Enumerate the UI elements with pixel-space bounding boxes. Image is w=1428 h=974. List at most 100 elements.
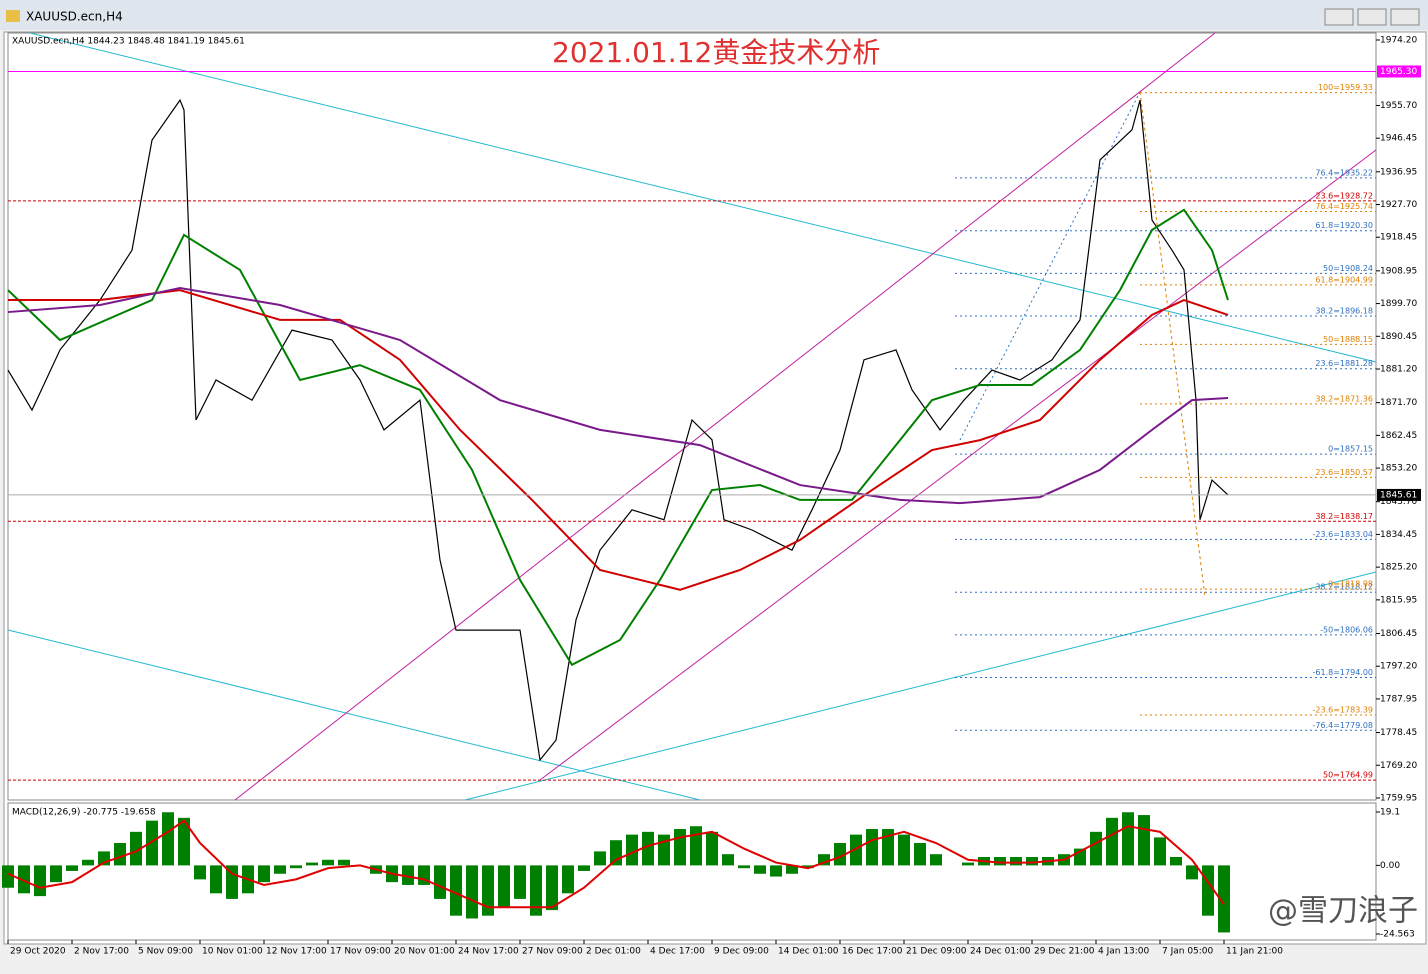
main-panel bbox=[7, 32, 1377, 801]
y-tick-label: 1769.20 bbox=[1380, 761, 1417, 771]
macd-bar bbox=[546, 865, 558, 911]
fib-label: 61.8=1920.30 bbox=[1315, 221, 1373, 230]
x-tick-label: 10 Nov 01:00 bbox=[202, 947, 263, 957]
macd-bar bbox=[402, 865, 414, 885]
x-tick-label: 21 Dec 09:00 bbox=[906, 947, 967, 957]
signal-line bbox=[7, 819, 1225, 909]
macd-bar bbox=[658, 834, 670, 866]
price-line bbox=[7, 208, 1229, 667]
price-line bbox=[8, 289, 1229, 591]
fib-label: 76.4=1935.22 bbox=[1315, 168, 1373, 177]
y-tick-label: 1806.45 bbox=[1380, 629, 1417, 639]
macd-bar bbox=[754, 865, 766, 874]
x-tick-label: 29 Dec 21:00 bbox=[1034, 947, 1095, 957]
macd-bar bbox=[1010, 856, 1022, 866]
macd-bar bbox=[210, 865, 222, 894]
macd-bar bbox=[434, 865, 446, 899]
y-tick-label: 1936.95 bbox=[1380, 167, 1417, 177]
macd-bar bbox=[274, 865, 286, 874]
macd-bar bbox=[1090, 831, 1102, 866]
x-tick-label: 5 Nov 09:00 bbox=[138, 947, 193, 957]
macd-bar bbox=[146, 820, 158, 866]
macd-bar bbox=[498, 865, 510, 908]
y-tick-label: 19.1 bbox=[1380, 807, 1400, 817]
fib-label: 0=1857.15 bbox=[1328, 445, 1373, 454]
chart-title: 2021.01.12黄金技术分析 bbox=[552, 36, 880, 69]
macd-bar bbox=[738, 865, 750, 869]
price-line bbox=[7, 98, 1229, 762]
y-tick-label: 0.00 bbox=[1380, 861, 1400, 871]
x-tick-label: 4 Dec 17:00 bbox=[650, 947, 705, 957]
macd-bar bbox=[466, 865, 478, 919]
macd-bar bbox=[290, 865, 302, 869]
trend-line bbox=[464, 571, 1377, 801]
y-tick-label: 1834.45 bbox=[1380, 530, 1417, 540]
y-tick-label: 1797.20 bbox=[1380, 662, 1417, 672]
macd-bar bbox=[1186, 865, 1198, 880]
macd-bar bbox=[706, 831, 718, 866]
price-label: 1845.61 bbox=[1380, 490, 1417, 500]
fib-label: -76.4=1779.08 bbox=[1313, 721, 1373, 730]
y-tick-label: 1853.20 bbox=[1380, 464, 1417, 474]
y-tick-label: 1908.95 bbox=[1380, 266, 1417, 276]
macd-bar bbox=[178, 817, 190, 866]
y-tick-label: 1843.70 bbox=[1380, 497, 1417, 507]
x-tick-label: 29 Oct 2020 bbox=[10, 947, 66, 957]
macd-bar bbox=[610, 840, 622, 866]
macd-bar bbox=[66, 865, 78, 871]
macd-bar bbox=[482, 865, 494, 916]
y-tick-label: 1871.70 bbox=[1380, 398, 1417, 408]
fib-label: 50=1908.24 bbox=[1323, 264, 1373, 273]
fib-label: 38.2=1838.17 bbox=[1315, 512, 1373, 521]
title-bar bbox=[0, 0, 1428, 30]
channel-line bbox=[539, 149, 1377, 781]
watermark: @雪刀浪子 bbox=[1268, 894, 1418, 929]
fib-label: -23.6=1833.04 bbox=[1313, 530, 1373, 539]
macd-bar bbox=[322, 859, 334, 866]
macd-bar bbox=[850, 834, 862, 866]
fib-label: 23.6=1928.72 bbox=[1315, 191, 1373, 200]
macd-bar bbox=[626, 834, 638, 866]
fib-label: 0=1818.98 bbox=[1328, 580, 1373, 589]
macd-bar bbox=[114, 843, 126, 866]
maximize-button[interactable] bbox=[1357, 8, 1387, 26]
macd-bar bbox=[338, 859, 350, 866]
macd-bar bbox=[162, 812, 174, 866]
macd-bar bbox=[2, 865, 14, 888]
macd-bar bbox=[1122, 812, 1134, 866]
macd-bar bbox=[82, 859, 94, 866]
macd-bar bbox=[194, 865, 206, 880]
macd-bar bbox=[642, 831, 654, 866]
y-tick-label: 1946.45 bbox=[1380, 134, 1417, 144]
macd-bar bbox=[802, 865, 814, 869]
fib-label: 61.8=1904.99 bbox=[1315, 275, 1373, 284]
macd-bar bbox=[994, 856, 1006, 866]
y-tick-label: -24.563 bbox=[1380, 930, 1415, 940]
macd-bar bbox=[674, 829, 686, 866]
macd-bar bbox=[914, 843, 926, 866]
macd-bar bbox=[882, 829, 894, 866]
minimize-button[interactable] bbox=[1324, 8, 1354, 26]
trend-line bbox=[29, 32, 1377, 363]
y-tick-label: 1787.95 bbox=[1380, 694, 1417, 704]
y-tick-label: 1825.20 bbox=[1380, 563, 1417, 573]
macd-bar bbox=[1026, 856, 1038, 866]
macd-bar bbox=[34, 865, 46, 897]
x-tick-label: 9 Dec 09:00 bbox=[714, 947, 769, 957]
fib-label: 38.2=1818.12 bbox=[1315, 583, 1373, 592]
macd-bar bbox=[1106, 817, 1118, 866]
x-tick-label: 17 Nov 09:00 bbox=[330, 947, 391, 957]
x-tick-label: 4 Jan 13:00 bbox=[1098, 947, 1150, 957]
macd-bar bbox=[962, 862, 974, 866]
close-button[interactable] bbox=[1390, 8, 1420, 26]
macd-bar bbox=[1202, 865, 1214, 916]
price-label: 1965.30 bbox=[1380, 67, 1417, 77]
fib-label: 50=1888.15 bbox=[1323, 335, 1373, 344]
x-tick-label: 2 Dec 01:00 bbox=[586, 947, 641, 957]
x-tick-label: 27 Nov 09:00 bbox=[522, 947, 583, 957]
trend-line bbox=[7, 629, 701, 801]
macd-bar bbox=[450, 865, 462, 916]
fib-label: 38.2=1896.18 bbox=[1315, 307, 1373, 316]
macd-bar bbox=[1170, 856, 1182, 866]
